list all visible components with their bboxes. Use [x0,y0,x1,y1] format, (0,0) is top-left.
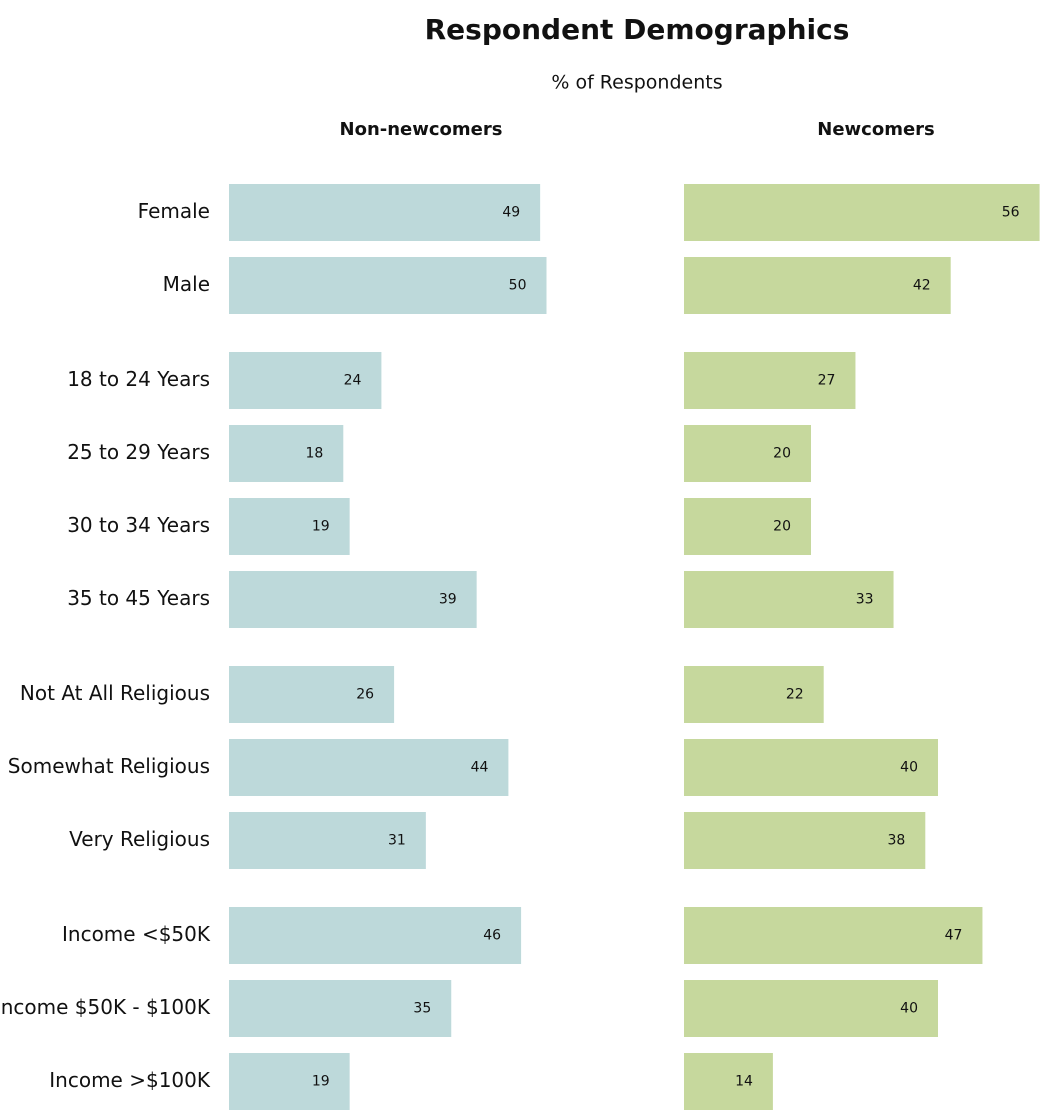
bar [684,739,938,796]
value-label: 44 [471,760,489,776]
value-label: 24 [344,373,362,389]
value-label: 26 [356,687,374,703]
category-label: Not At All Religious [20,681,210,705]
bar [229,739,509,796]
bar [684,498,811,555]
value-label: 39 [439,592,457,608]
category-label: Female [138,199,210,223]
bar [229,666,395,723]
category-label: Income >$100K [49,1068,211,1092]
bar [684,1053,773,1110]
category-label: 30 to 34 Years [67,513,210,537]
bar [684,257,951,314]
value-label: 19 [312,1074,330,1090]
bar [684,666,824,723]
value-label: 56 [1002,205,1020,221]
category-label: Income $50K - $100K [0,995,211,1019]
value-label: 20 [773,446,791,462]
value-label: 31 [388,833,406,849]
value-label: 14 [735,1074,753,1090]
bar [684,980,938,1037]
bar [229,907,522,964]
bar [229,812,426,869]
category-label: 18 to 24 Years [67,367,210,391]
bar [684,352,856,409]
bar [684,571,894,628]
bar [229,425,344,482]
bar [229,1053,350,1110]
value-label: 20 [773,519,791,535]
category-label: Very Religious [69,827,210,851]
value-label: 40 [900,1001,918,1017]
value-label: 46 [483,928,501,944]
bar [684,184,1040,241]
bar [229,352,382,409]
value-label: 38 [887,833,905,849]
bar [684,425,811,482]
category-label: 25 to 29 Years [67,440,210,464]
panel-header: Newcomers [817,119,935,140]
value-label: 40 [900,760,918,776]
value-label: 42 [913,278,931,294]
bar [229,498,350,555]
value-label: 49 [502,205,520,221]
value-label: 22 [786,687,804,703]
value-label: 33 [856,592,874,608]
chart-title: Respondent Demographics [425,13,850,46]
value-label: 50 [509,278,527,294]
bar [684,907,983,964]
bar [229,257,547,314]
bar [684,812,926,869]
value-label: 18 [305,446,323,462]
category-label: Somewhat Religious [8,754,210,778]
value-label: 47 [945,928,963,944]
value-label: 19 [312,519,330,535]
chart-subtitle: % of Respondents [551,72,722,94]
value-label: 27 [818,373,836,389]
bar [229,980,452,1037]
value-label: 35 [413,1001,431,1017]
panel-header: Non-newcomers [340,119,503,140]
category-label: Income <$50K [62,922,211,946]
category-label: 35 to 45 Years [67,586,210,610]
bar [229,571,477,628]
bar [229,184,541,241]
category-label: Male [163,272,210,296]
